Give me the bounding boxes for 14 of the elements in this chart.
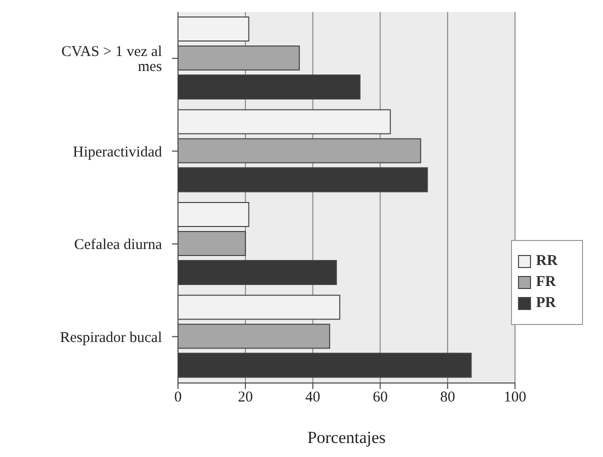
x-tick-label: 20 xyxy=(238,390,253,406)
legend-label: FR xyxy=(536,274,556,291)
x-tick-label: 100 xyxy=(504,390,526,406)
legend-label: RR xyxy=(536,253,558,270)
y-tick-label: Hiperactividad xyxy=(72,144,162,160)
x-tick-label: 0 xyxy=(174,390,182,406)
x-tick-label: 40 xyxy=(305,390,320,406)
x-tick-label: 60 xyxy=(372,390,388,406)
y-tick-label: CVAS > 1 vez al mes xyxy=(61,44,162,76)
x-axis-title: Porcentajes xyxy=(307,428,386,447)
legend-label: PR xyxy=(536,295,556,312)
y-tick-label: Respirador bucal xyxy=(60,330,162,346)
y-tick-label: Cefalea diurna xyxy=(74,237,162,254)
x-tick-label: 80 xyxy=(440,390,456,406)
